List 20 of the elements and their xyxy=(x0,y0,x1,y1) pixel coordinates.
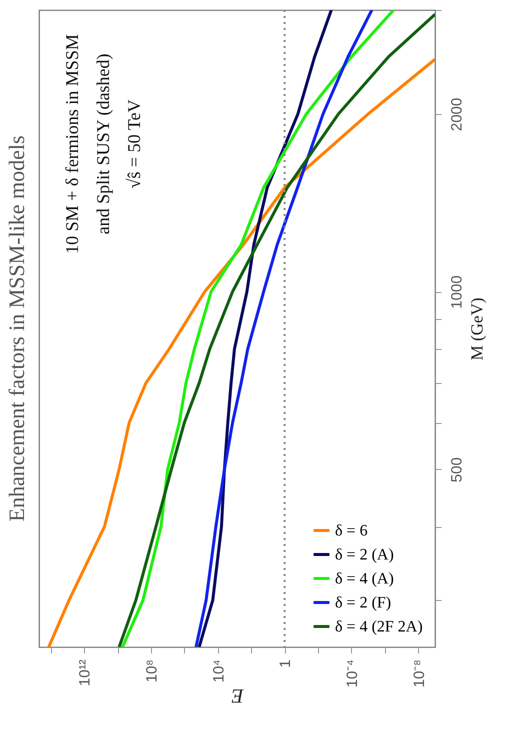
x-tick-label: 10⁴ xyxy=(210,660,228,683)
legend-label: δ = 4 (2F 2A) xyxy=(335,618,423,636)
y-tick-label: 500 xyxy=(448,457,466,482)
y-axis-title: M (GeV) xyxy=(468,298,486,360)
x-axis-title: E xyxy=(231,684,245,707)
x-tick-label: 10¹² xyxy=(76,660,94,686)
legend-label: δ = 4 (A) xyxy=(335,570,394,588)
legend-label: δ = 6 xyxy=(335,522,368,540)
x-tick-label: 10⁻⁸ xyxy=(410,660,428,688)
annotation: and Split SUSY (dashed) xyxy=(93,54,113,234)
x-tick-label: 1 xyxy=(277,660,294,668)
text: Enhancement factors in MSSM-like models xyxy=(4,135,29,522)
x-tick-label: 10⁻⁴ xyxy=(344,660,361,688)
annotation: √ŝ = 50 TeV xyxy=(124,100,144,188)
legend-label: δ = 2 (F) xyxy=(335,594,392,612)
y-tick-label: 2000 xyxy=(448,98,466,132)
y-tick-label: 1000 xyxy=(448,275,466,309)
legend-label: δ = 2 (A) xyxy=(335,546,394,564)
x-tick-label: 10⁸ xyxy=(143,660,160,683)
annotation: 10 SM + δ fermions in MSSM xyxy=(62,34,82,254)
